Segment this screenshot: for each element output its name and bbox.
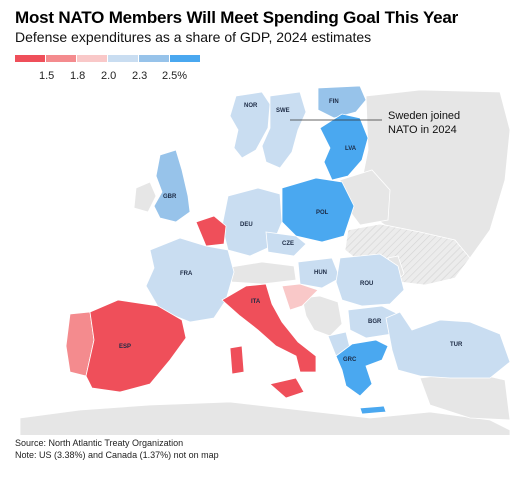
country-ita — [221, 283, 317, 373]
label-pol: POL — [316, 210, 329, 216]
note-line: Note: US (3.38%) and Canada (1.37%) not … — [15, 450, 219, 460]
country-rou — [335, 253, 405, 307]
non-member-land — [19, 89, 511, 435]
annotation-line: NATO in 2024 — [388, 124, 457, 136]
nato-countries — [65, 85, 511, 415]
country-crete — [359, 405, 387, 415]
country-esp — [85, 299, 187, 393]
legend-swatch-3 — [77, 55, 107, 62]
label-gbr: GBR — [163, 194, 177, 200]
country-hrv — [281, 283, 319, 311]
country-cze — [265, 231, 307, 257]
chart-subtitle: Defense expenditures as a share of GDP, … — [15, 29, 372, 45]
label-fin: FIN — [329, 99, 339, 105]
country-gbr — [153, 149, 191, 223]
source-note: Source: North Atlantic Treaty Organizati… — [15, 437, 219, 461]
legend-swatch-2 — [46, 55, 76, 62]
label-nor: NOR — [244, 103, 258, 109]
legend-label: 1.5 — [39, 70, 55, 82]
legend-swatch-highest — [170, 55, 200, 62]
country-pol — [281, 177, 355, 243]
label-esp: ESP — [119, 344, 131, 350]
country-fin — [317, 85, 367, 119]
europe-map: NOR SWE FIN LVA GBR DEU POL CZE FRA HUN … — [19, 85, 511, 435]
label-cze: CZE — [282, 241, 294, 247]
balkans-region — [301, 295, 343, 337]
country-fra — [145, 237, 235, 323]
country-swe — [261, 91, 307, 169]
label-ita: ITA — [251, 299, 261, 305]
label-fra: FRA — [180, 271, 193, 277]
legend-swatch-lowest — [15, 55, 45, 62]
chart-title: Most NATO Members Will Meet Spending Goa… — [15, 8, 459, 27]
legend-label: 2.5% — [162, 70, 188, 82]
label-bgr: BGR — [368, 319, 382, 325]
label-hun: HUN — [314, 270, 327, 276]
country-nor — [229, 91, 271, 159]
country-codes: NOR SWE FIN LVA GBR DEU POL CZE FRA HUN … — [119, 99, 463, 363]
switzerland-austria-region — [224, 261, 297, 285]
country-benelux — [195, 215, 227, 247]
country-tur — [385, 311, 511, 379]
sweden-annotation: Sweden joined NATO in 2024 — [388, 109, 460, 137]
ireland-region — [133, 181, 157, 213]
country-hun — [297, 257, 341, 289]
annotation-line: Sweden joined — [388, 110, 461, 122]
legend-label: 1.8 — [70, 70, 86, 82]
north-africa-region — [19, 401, 511, 435]
label-grc: GRC — [343, 357, 357, 363]
country-ita-sicily — [269, 377, 305, 399]
label-rou: ROU — [360, 281, 373, 287]
label-tur: TUR — [450, 342, 463, 348]
source-line: Source: North Atlantic Treaty Organizati… — [15, 438, 184, 448]
country-ita-sardinia — [229, 345, 245, 375]
label-deu: DEU — [240, 222, 253, 228]
legend-label: 2.0 — [101, 70, 117, 82]
label-swe: SWE — [276, 108, 290, 114]
country-grc — [335, 339, 389, 397]
legend-label: 2.3 — [132, 70, 148, 82]
label-lva: LVA — [345, 146, 357, 152]
country-baltics — [319, 113, 369, 181]
legend-swatch-4 — [108, 55, 138, 62]
legend-swatch-5 — [139, 55, 169, 62]
